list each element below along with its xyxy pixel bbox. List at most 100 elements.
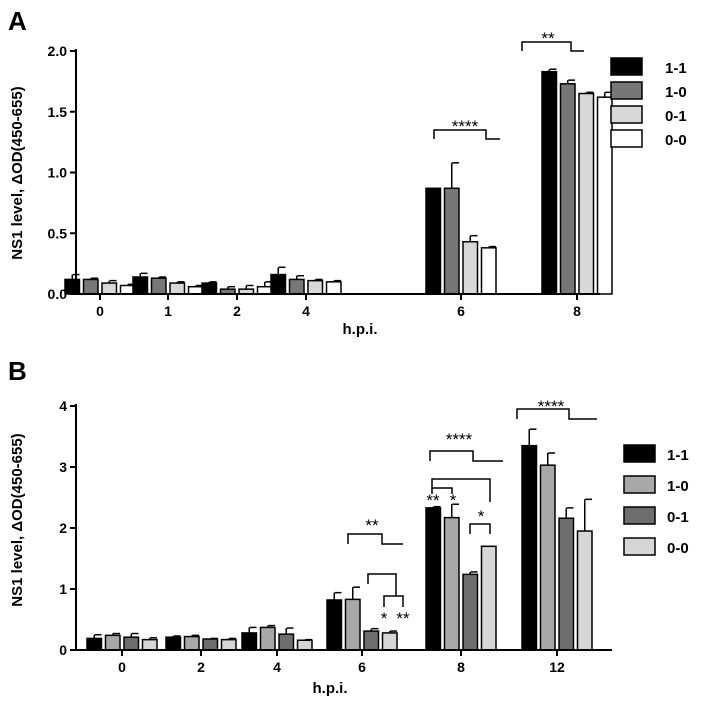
panel-b-bar-4h-0-0	[296, 639, 313, 651]
panel-b-y-tick-label-3: 3	[59, 459, 67, 475]
panel-a-label: A	[8, 6, 27, 36]
panel-a-bar-0h-1-0	[82, 278, 99, 295]
panel-b-bar-12h-1-1	[521, 444, 538, 651]
panel-a-bar-8h-1-0	[559, 83, 576, 295]
panel-a-y-tick-label-0: 0.0	[48, 286, 68, 302]
panel-b-bar-0h-1-1	[86, 637, 103, 651]
panel-b-legend-label-0-1: 0-1	[667, 509, 689, 526]
panel-a-bar-6h-0-0	[480, 247, 497, 295]
panel-a-bar-1h-0-1	[169, 282, 186, 295]
panel-a-y-tick-label-1: 0.5	[48, 225, 68, 241]
panel-b-bar-0h-0-0	[141, 638, 158, 651]
panel-a-x-axis-title: h.p.i.	[343, 321, 378, 338]
panel-b-sig-6h-top: **	[365, 516, 379, 535]
panel-b-bars	[86, 428, 593, 651]
panel-a-bar-6h-1-1	[425, 187, 442, 295]
panel-a-bar-8h-1-1	[541, 70, 558, 295]
panel-a-x-tick-label-8: 8	[573, 303, 581, 319]
panel-a-legend-label-0-0: 0-0	[665, 132, 687, 149]
panel-b-bar-8h-0-0	[480, 545, 497, 651]
panel-b-legend: 1-1 1-0 0-1 0-0	[623, 444, 689, 557]
panel-a-legend-label-1-1: 1-1	[665, 60, 687, 77]
panel-b-bracket-6h-right	[383, 595, 404, 607]
panel-a-bar-4h-1-1	[270, 273, 287, 295]
panel-a-legend-swatch-1-0	[610, 81, 643, 100]
panel-a-bar-6h-0-1	[462, 241, 479, 295]
panel-b-bar-2h-0-1	[202, 638, 219, 651]
panel-a-x-tick-label-2: 2	[233, 303, 241, 319]
panel-a-x-tick-label-6: 6	[457, 303, 465, 319]
panel-b-bar-12h-0-0	[576, 530, 593, 651]
panel-b-legend-swatch-0-1	[623, 506, 656, 525]
panel-b-legend-swatch-0-0	[623, 537, 656, 556]
panel-b-legend-label-0-0: 0-0	[667, 540, 689, 557]
panel-a-bracket-8h	[521, 41, 584, 52]
panel-b-x-tick-label-12: 12	[549, 659, 565, 675]
panel-b-x-axis-title: h.p.i.	[313, 680, 348, 697]
panel-b-bar-0h-0-1	[123, 636, 140, 651]
panel-a-bar-2h-0-0	[256, 285, 273, 295]
panel-a-sig-8h: **	[541, 29, 555, 48]
panel-b-sig-8h-top: ****	[446, 430, 473, 449]
panel-a-bar-4h-0-0	[325, 281, 342, 295]
panel-b-bar-4h-1-1	[241, 632, 258, 651]
panel-a-bar-0h-0-1	[101, 282, 118, 295]
panel-b-x-tick-label-6: 6	[358, 659, 366, 675]
panel-a-legend: 1-1 1-0 0-1 0-0	[610, 57, 687, 149]
panel-b-bracket-8h-mid	[431, 478, 491, 502]
panel-b-bar-4h-0-1	[278, 633, 295, 651]
panel-b-sig-8h-b: *	[450, 491, 457, 510]
panel-b-bar-2h-0-0	[220, 638, 237, 651]
panel-b-bar-2h-1-1	[165, 636, 182, 651]
panel-a-legend-swatch-0-0	[610, 129, 643, 148]
panel-b-bar-2h-1-0	[183, 635, 200, 651]
panel-b-bar-12h-0-1	[558, 517, 575, 651]
panel-b-bar-8h-0-1	[462, 573, 479, 651]
panel-a-bars	[64, 68, 613, 295]
panel-b-sig-12h: ****	[538, 397, 565, 416]
panel-b-bar-4h-1-0	[259, 626, 276, 651]
panel-b-x-tick-label-2: 2	[197, 659, 205, 675]
panel-b-legend-swatch-1-1	[623, 444, 656, 463]
panel-b-legend-swatch-1-0	[623, 475, 656, 494]
panel-b-bar-0h-1-0	[104, 634, 121, 651]
panel-b-bracket-8h-top	[429, 450, 503, 462]
panel-b-y-tick-label-4: 4	[59, 398, 67, 414]
panel-a-bar-4h-0-1	[307, 279, 324, 295]
panel-a-bar-2h-1-1	[201, 282, 218, 295]
panel-b-sig-6h-b: **	[396, 609, 410, 628]
panel-b-bracket-8h-small	[431, 487, 453, 494]
panel-a-bar-6h-1-0	[443, 187, 460, 295]
panel-a-legend-swatch-0-1	[610, 105, 643, 124]
panel-b-legend-label-1-0: 1-0	[667, 478, 689, 495]
panel-a-bar-1h-1-0	[150, 277, 167, 295]
panel-a-y-axis-title: NS1 level, ΔOD(450-655)	[9, 86, 26, 259]
panel-a-bar-1h-0-0	[187, 285, 204, 295]
panel-a-bar-1h-1-1	[132, 276, 149, 295]
panel-b-x-tick-label-0: 0	[118, 659, 126, 675]
panel-a-bar-0h-1-1	[64, 278, 81, 295]
panel-b-bar-6h-0-0	[381, 632, 398, 651]
panel-b-y-tick-label-0: 0	[59, 642, 67, 658]
panel-b-bar-8h-1-0	[443, 516, 460, 651]
panel-b-bar-6h-0-1	[363, 630, 380, 651]
panel-b-sig-8h-a: **	[426, 491, 440, 510]
panel-b-sig-6h-a: *	[381, 609, 388, 628]
panel-a-y-tick-label-2: 1.0	[48, 165, 68, 181]
panel-a-x-tick-label-4: 4	[302, 303, 310, 319]
panel-a-legend-label-0-1: 0-1	[665, 108, 687, 125]
panel-a-bracket-6h	[433, 129, 500, 140]
panel-b-bracket-6h-left	[367, 573, 397, 596]
panel-b-x-tick-label-8: 8	[457, 659, 465, 675]
panel-a-bar-8h-0-1	[578, 92, 595, 295]
panel-b-bar-8h-1-1	[425, 507, 442, 651]
panel-b-bar-12h-1-0	[539, 464, 556, 651]
panel-b-y-tick-label-1: 1	[59, 581, 67, 597]
panel-b-significance: ** * ** **** ** * * ****	[347, 397, 597, 628]
panel-b-legend-label-1-1: 1-1	[667, 447, 689, 464]
panel-b-bracket-6h-top	[347, 533, 403, 545]
panel-a-legend-label-1-0: 1-0	[665, 84, 687, 101]
panel-b-bar-6h-1-1	[326, 599, 343, 651]
panel-a-legend-swatch-1-1	[610, 57, 643, 76]
